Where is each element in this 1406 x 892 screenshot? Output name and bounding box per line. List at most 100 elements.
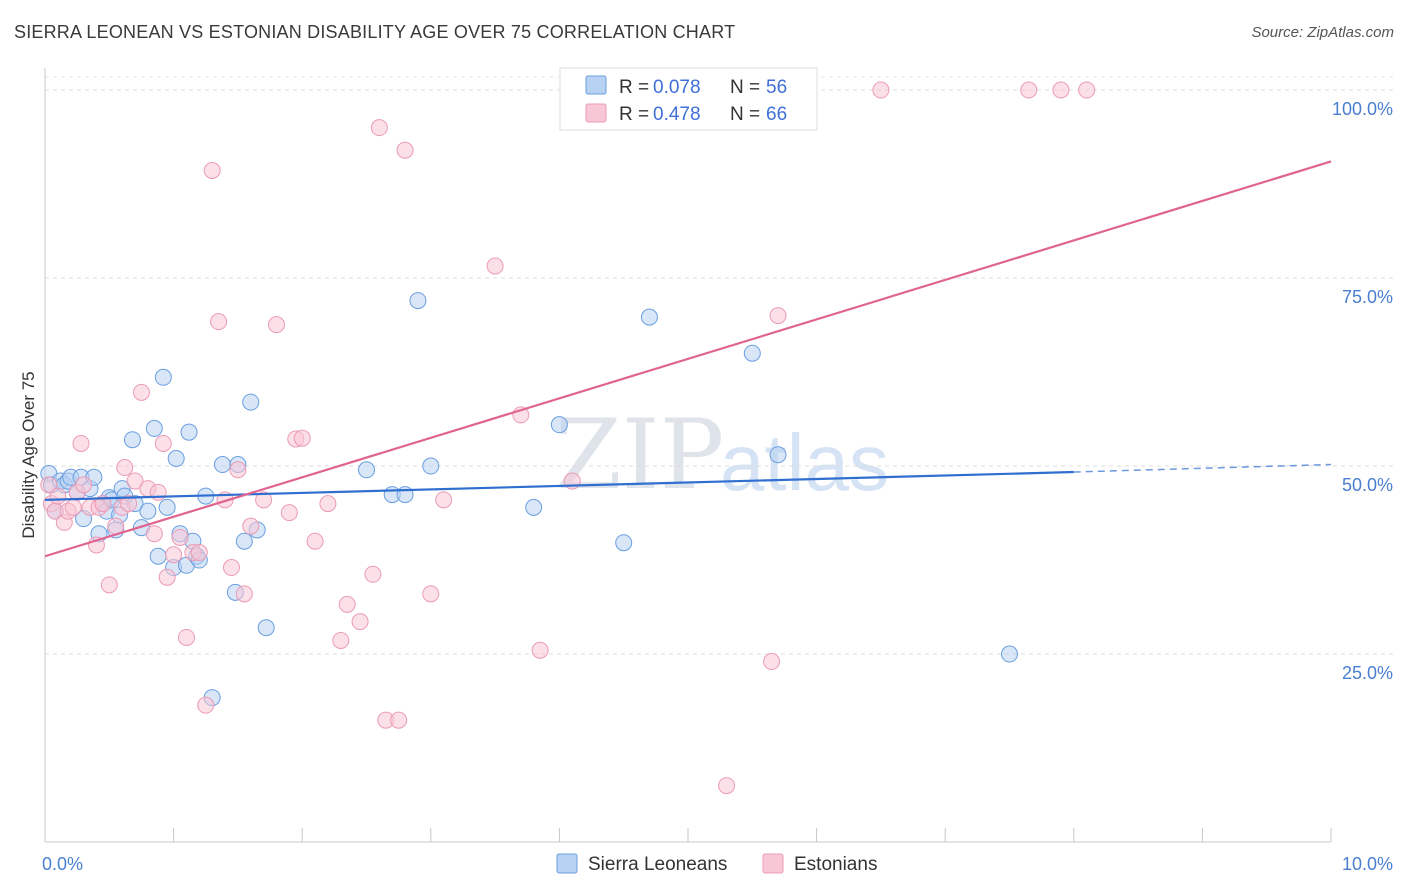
y-tick-label-25: 25.0% xyxy=(1342,663,1393,683)
point-estonian-43 xyxy=(293,429,311,447)
point-estonian-27 xyxy=(171,528,189,546)
point-estonian-62 xyxy=(769,307,787,325)
point-sierra-43 xyxy=(242,393,260,411)
point-estonian-50 xyxy=(370,119,388,137)
legend-swatch-sierra xyxy=(585,75,607,95)
point-sierra-30 xyxy=(167,450,185,467)
point-estonian-48 xyxy=(351,613,369,631)
y-tick-label-75: 75.0% xyxy=(1342,287,1393,307)
bottom-legend-swatch-estonian xyxy=(762,853,784,874)
point-sierra-25 xyxy=(145,419,163,437)
point-sierra-57 xyxy=(1001,645,1018,663)
point-estonian-61 xyxy=(763,653,781,671)
point-estonian-6 xyxy=(64,498,82,516)
point-sierra-46 xyxy=(358,461,375,479)
point-sierra-49 xyxy=(409,292,427,310)
point-estonian-37 xyxy=(235,585,253,603)
bottom-legend-label-estonian: Estonians xyxy=(794,854,877,875)
point-estonian-54 xyxy=(422,585,440,603)
x-tick-label-max: 10.0% xyxy=(1342,854,1393,874)
legend-r-label-estonian: R = xyxy=(619,104,649,125)
x-tick-label-min: 0.0% xyxy=(42,854,83,874)
point-estonian-55 xyxy=(435,491,453,509)
bottom-legend-swatch-sierra xyxy=(556,853,578,874)
point-sierra-33 xyxy=(180,423,198,441)
stats-legend: R = 0.078 N = 56 R = 0.478 N = 66 xyxy=(559,67,818,131)
point-estonian-18 xyxy=(120,495,138,513)
point-estonian-32 xyxy=(203,161,221,179)
legend-r-value-sierra: 0.078 xyxy=(653,77,701,98)
point-sierra-53 xyxy=(615,534,633,552)
trend-line-sierra xyxy=(44,470,1074,501)
y-tick-label-50: 50.0% xyxy=(1342,475,1393,495)
point-sierra-52 xyxy=(550,416,568,434)
bottom-legend-label-sierra: Sierra Leoneans xyxy=(588,854,727,875)
legend-swatch-estonian xyxy=(585,103,607,123)
point-estonian-40 xyxy=(267,316,285,334)
point-estonian-49 xyxy=(364,565,382,583)
y-axis-title: Disability Age Over 75 xyxy=(19,371,38,538)
point-estonian-45 xyxy=(319,495,337,513)
point-sierra-27 xyxy=(154,368,172,386)
point-sierra-42 xyxy=(235,532,253,550)
point-estonian-9 xyxy=(75,476,93,494)
point-estonian-14 xyxy=(100,576,118,594)
watermark-zip: ZIP xyxy=(555,399,724,511)
point-estonian-56 xyxy=(486,257,504,275)
trend-line-sierra-extension xyxy=(1073,463,1332,473)
point-estonian-47 xyxy=(338,595,356,613)
point-estonian-28 xyxy=(177,628,195,646)
point-sierra-28 xyxy=(158,498,176,516)
point-estonian-39 xyxy=(255,491,273,509)
point-estonian-20 xyxy=(132,383,150,401)
legend-r-value-estonian: 0.478 xyxy=(653,104,701,125)
point-estonian-66 xyxy=(1078,81,1096,99)
point-sierra-51 xyxy=(525,498,543,516)
point-sierra-39 xyxy=(213,456,231,474)
point-sierra-45 xyxy=(257,619,275,637)
y-tick-label-100: 100.0% xyxy=(1332,99,1393,119)
watermark-atlas: atlas xyxy=(720,418,889,507)
legend-n-label-sierra: N = xyxy=(730,77,760,98)
trend-line-estonian xyxy=(44,160,1332,558)
point-estonian-25 xyxy=(158,568,176,586)
chart-title: SIERRA LEONEAN VS ESTONIAN DISABILITY AG… xyxy=(14,22,736,42)
point-sierra-55 xyxy=(743,344,761,362)
point-estonian-60 xyxy=(718,777,736,795)
point-estonian-36 xyxy=(229,461,247,479)
point-sierra-54 xyxy=(640,308,658,326)
point-estonian-17 xyxy=(116,459,134,477)
point-estonian-52 xyxy=(390,711,408,729)
point-estonian-0 xyxy=(40,476,58,494)
point-estonian-35 xyxy=(222,559,240,577)
trend-lines xyxy=(44,160,1332,558)
axes: 0.0% 10.0% xyxy=(42,68,1393,874)
point-estonian-41 xyxy=(280,504,298,522)
point-estonian-3 xyxy=(49,487,67,505)
point-estonian-46 xyxy=(332,631,350,649)
legend-n-value-sierra: 56 xyxy=(766,77,787,98)
point-estonian-65 xyxy=(1052,81,1070,99)
legend-n-label-estonian: N = xyxy=(730,104,760,125)
point-estonian-44 xyxy=(306,532,324,550)
point-estonian-22 xyxy=(145,525,163,543)
point-estonian-53 xyxy=(396,141,414,159)
point-estonian-19 xyxy=(126,472,144,490)
point-estonian-33 xyxy=(210,313,228,331)
point-estonian-24 xyxy=(154,434,172,452)
point-estonian-38 xyxy=(242,517,260,535)
point-sierra-56 xyxy=(769,446,787,464)
legend-r-label-sierra: R = xyxy=(619,77,649,98)
series-legend: Sierra Leoneans Estonians xyxy=(556,853,877,875)
point-estonian-13 xyxy=(94,495,112,513)
point-sierra-50 xyxy=(422,457,440,475)
point-sierra-24 xyxy=(139,502,157,520)
point-estonian-26 xyxy=(165,546,183,564)
point-estonian-58 xyxy=(531,641,549,659)
point-estonian-8 xyxy=(72,434,90,452)
legend-n-value-estonian: 66 xyxy=(766,104,787,125)
point-sierra-26 xyxy=(149,547,167,565)
point-estonian-63 xyxy=(872,81,890,99)
point-sierra-21 xyxy=(123,431,141,449)
